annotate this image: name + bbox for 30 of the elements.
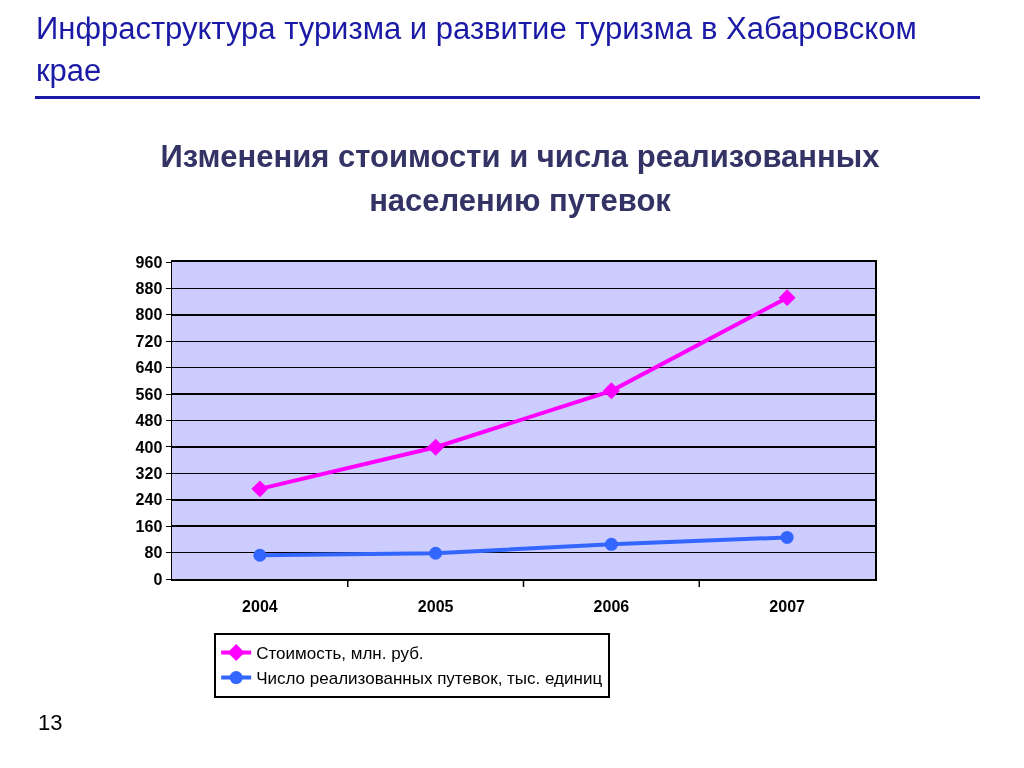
point bbox=[427, 438, 445, 456]
y-tick-label: 640 bbox=[135, 359, 163, 377]
y-tick-label: 560 bbox=[135, 385, 163, 403]
point bbox=[253, 548, 267, 562]
point bbox=[429, 546, 443, 560]
y-tick-label: 0 bbox=[153, 570, 163, 588]
point bbox=[778, 289, 796, 307]
y-tick-label: 960 bbox=[135, 253, 163, 271]
y-tick-label: 320 bbox=[135, 464, 163, 482]
point bbox=[780, 530, 794, 544]
legend-label: Стоимость, млн. руб. bbox=[256, 644, 424, 664]
point bbox=[251, 480, 269, 498]
y-tick-label: 480 bbox=[135, 412, 163, 430]
y-tick-label: 80 bbox=[144, 544, 163, 562]
y-tick-label: 160 bbox=[135, 517, 163, 535]
y-tick-label: 240 bbox=[135, 491, 163, 509]
chart-subtitle: Изменения стоимости и числа реализованных населению путевок bbox=[159, 138, 881, 220]
chart-title: Инфраструктура туризма и развитие туризма в Хабаровском крае bbox=[36, 10, 918, 90]
x-tick-label: 2006 bbox=[593, 598, 630, 616]
x-tick-label: 2007 bbox=[769, 598, 806, 616]
y-tick-label: 800 bbox=[135, 306, 163, 324]
point bbox=[604, 537, 618, 551]
y-tick-label: 880 bbox=[135, 280, 163, 298]
point bbox=[602, 382, 620, 400]
y-tick-label: 720 bbox=[135, 332, 163, 350]
x-tick-label: 2005 bbox=[417, 598, 454, 616]
legend-label: Число реализованных путевок, тыс. единиц bbox=[256, 669, 603, 689]
text: 13 bbox=[38, 710, 63, 736]
x-tick-label: 2004 bbox=[242, 598, 278, 616]
y-tick-label: 400 bbox=[135, 438, 163, 456]
